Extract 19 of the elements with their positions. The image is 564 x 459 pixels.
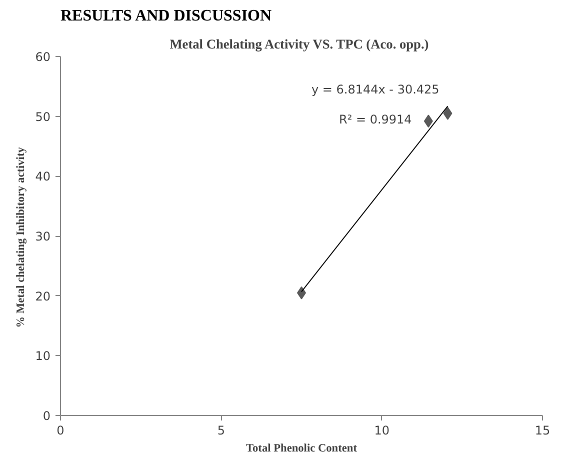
- x-tick-label: 10: [374, 424, 390, 438]
- annotation: R² = 0.9914: [338, 112, 412, 126]
- y-tick-label: 50: [35, 110, 51, 124]
- point: [443, 106, 452, 120]
- x-tick-label: 15: [534, 424, 550, 438]
- point: [424, 114, 433, 128]
- y-tick-label: 40: [35, 170, 51, 184]
- text: RESULTS AND DISCUSSION: [60, 8, 272, 24]
- y-tick-label: 0: [42, 409, 51, 423]
- chart-title: Metal Chelating Activity VS. TPC (Aco. opp.): [170, 36, 429, 52]
- y-axis-title: % Metal chelating Inhibitory activity: [15, 146, 28, 328]
- x-axis-title: Total Phenolic Content: [246, 442, 358, 454]
- x-tick-label: 0: [56, 424, 64, 438]
- y-tick-label: 10: [35, 349, 51, 364]
- y-tick-label: 60: [35, 50, 51, 64]
- y-tick-label: 20: [35, 289, 51, 304]
- annotation: y = 6.8144x - 30.425: [311, 82, 440, 96]
- x-tick-label: 5: [217, 424, 225, 438]
- y-tick-label: 30: [35, 230, 51, 244]
